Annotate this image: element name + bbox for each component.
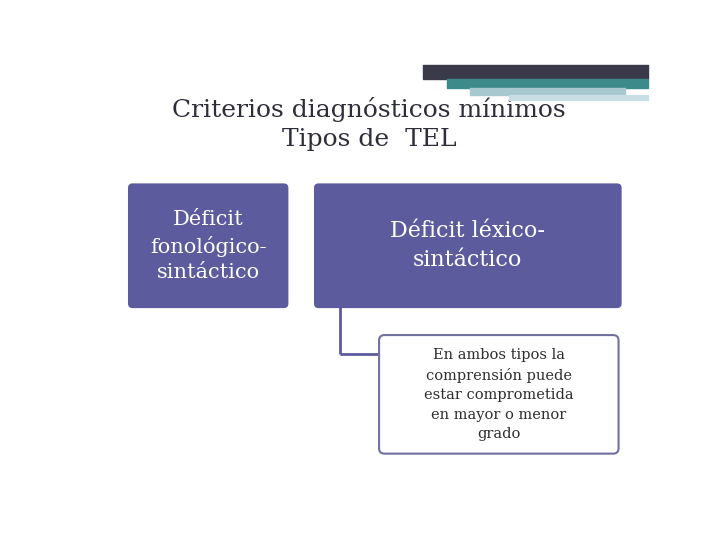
Bar [469,88,625,95]
Text: En ambos tipos la
comprensión puede
estar comprometida
en mayor o menor
grado: En ambos tipos la comprensión puede esta… [424,348,574,441]
Bar [423,65,648,79]
Text: Déficit léxico-
sintáctico: Déficit léxico- sintáctico [390,220,545,271]
Text: Criterios diagnósticos mínimos
Tipos de  TEL: Criterios diagnósticos mínimos Tipos de … [172,97,566,151]
FancyBboxPatch shape [128,184,289,308]
FancyBboxPatch shape [379,335,618,454]
Text: Déficit
fonológico-
sintáctico: Déficit fonológico- sintáctico [150,210,266,282]
Bar [508,95,648,100]
Bar [446,79,648,88]
FancyBboxPatch shape [314,184,621,308]
